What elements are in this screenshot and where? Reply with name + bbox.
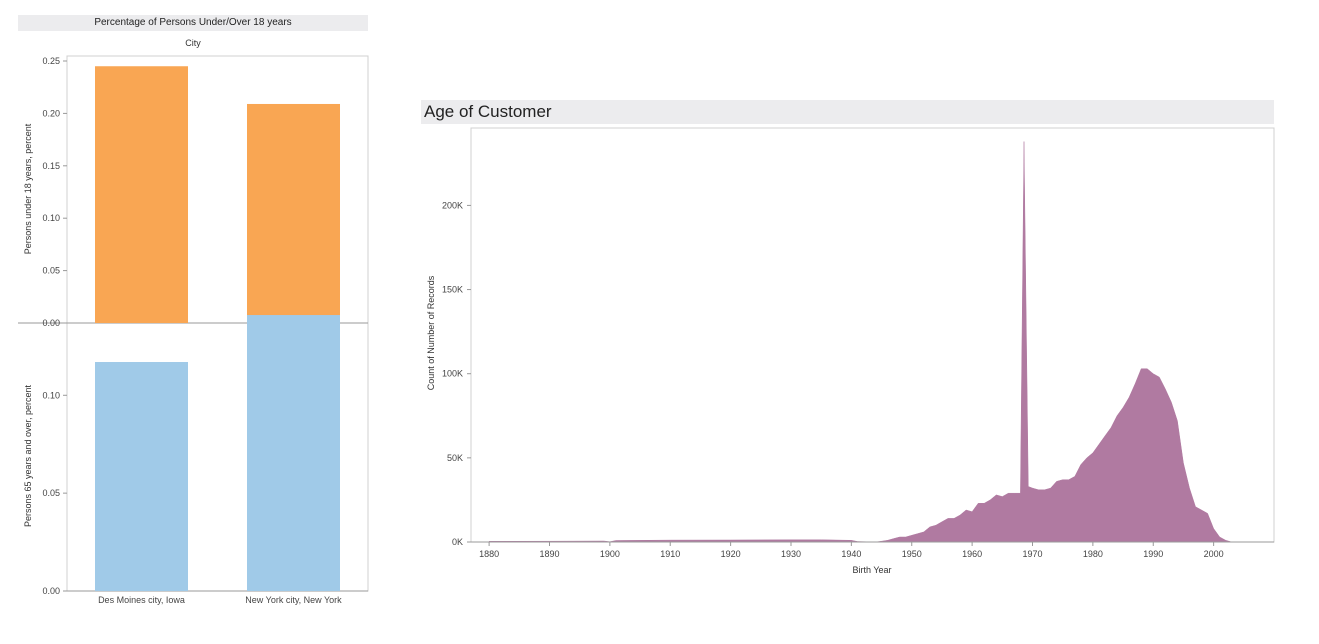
under-18-y-tick-label: 0.10 [42, 213, 60, 223]
under-18-bar [95, 66, 188, 324]
x-tick-label: 1890 [539, 549, 559, 559]
over-65-y-tick-label: 0.00 [42, 586, 60, 596]
city-label: New York city, New York [245, 595, 342, 605]
x-tick-label: 1910 [660, 549, 680, 559]
x-tick-label: 1980 [1083, 549, 1103, 559]
city-label: Des Moines city, Iowa [98, 595, 185, 605]
under-18-y-tick-label: 0.00 [42, 318, 60, 328]
x-tick-label: 1900 [600, 549, 620, 559]
under-18-y-tick-label: 0.15 [42, 161, 60, 171]
under-18-bar [247, 103, 340, 323]
x-tick-label: 1920 [721, 549, 741, 559]
over-65-y-tick-label: 0.05 [42, 488, 60, 498]
over-65-bar [247, 315, 340, 591]
top-y-axis-title: Persons under 18 years, percent [23, 123, 33, 254]
y-tick-label: 100K [442, 369, 463, 379]
area-x-axis-title: Birth Year [852, 565, 891, 575]
x-tick-label: 2000 [1204, 549, 1224, 559]
bottom-y-axis-title: Persons 65 years and over, percent [23, 384, 33, 527]
under-18-y-tick-label: 0.05 [42, 266, 60, 276]
y-tick-label: 0K [452, 537, 463, 547]
x-tick-label: 1880 [479, 549, 499, 559]
right-chart-title: Age of Customer [421, 100, 1274, 124]
y-tick-label: 50K [447, 453, 463, 463]
x-tick-label: 1950 [902, 549, 922, 559]
birth-year-area [488, 141, 1232, 543]
left-chart-title: Percentage of Persons Under/Over 18 year… [18, 15, 368, 31]
x-tick-label: 1990 [1143, 549, 1163, 559]
x-tick-label: 1960 [962, 549, 982, 559]
x-tick-label: 1940 [841, 549, 861, 559]
under-18-y-tick-label: 0.20 [42, 108, 60, 118]
column-header: City [185, 38, 201, 48]
y-tick-label: 150K [442, 285, 463, 295]
area-y-axis-title: Count of Number of Records [426, 275, 436, 390]
x-tick-label: 1970 [1022, 549, 1042, 559]
over-65-y-tick-label: 0.10 [42, 390, 60, 400]
under-18-y-tick-label: 0.25 [42, 56, 60, 66]
over-65-bar [95, 362, 188, 591]
y-tick-label: 200K [442, 200, 463, 210]
x-tick-label: 1930 [781, 549, 801, 559]
